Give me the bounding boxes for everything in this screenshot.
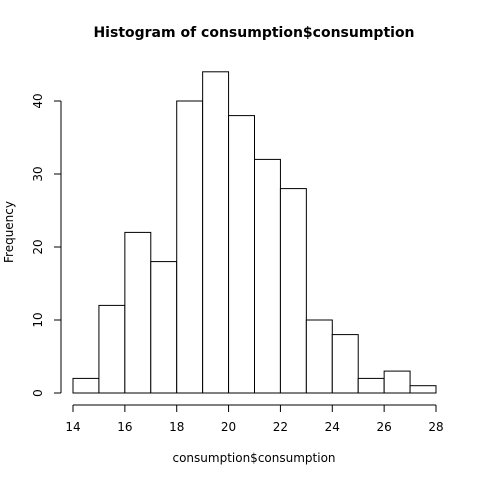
y-tick-label: 0	[31, 389, 45, 397]
x-tick-label: 14	[65, 420, 80, 434]
y-tick-label: 30	[31, 166, 45, 181]
x-tick-label: 24	[325, 420, 340, 434]
bars-group	[72, 71, 437, 394]
histogram-bar	[176, 100, 204, 394]
histogram-bar	[150, 261, 178, 394]
x-tick-label: 18	[169, 420, 184, 434]
x-tick-label: 20	[221, 420, 236, 434]
histogram-bar	[72, 377, 100, 394]
histogram-bar	[202, 71, 230, 394]
chart-title: Histogram of consumption$consumption	[93, 25, 414, 41]
y-axis: 0 10 20 30 40	[31, 93, 62, 397]
histogram-bar	[357, 377, 385, 394]
histogram-bar	[124, 231, 152, 394]
histogram-bar	[383, 370, 411, 394]
x-tick-label: 28	[428, 420, 443, 434]
y-axis-label: Frequency	[2, 201, 16, 263]
histogram-bar	[305, 319, 333, 394]
x-axis: 14 16 18 20 22 24 26 28	[65, 404, 444, 434]
x-tick-label: 26	[377, 420, 392, 434]
y-tick-label: 40	[31, 93, 45, 108]
histogram-bar	[331, 334, 359, 394]
x-tick-label: 22	[273, 420, 288, 434]
histogram-bar	[98, 304, 126, 394]
y-tick-label: 10	[31, 312, 45, 327]
histogram-bar	[409, 385, 437, 394]
histogram-bar	[228, 115, 255, 394]
histogram-bar	[279, 188, 307, 394]
histogram-bar	[254, 158, 281, 394]
x-axis-label: consumption$consumption	[172, 451, 335, 465]
y-tick-label: 20	[31, 239, 45, 254]
x-tick-label: 16	[117, 420, 132, 434]
